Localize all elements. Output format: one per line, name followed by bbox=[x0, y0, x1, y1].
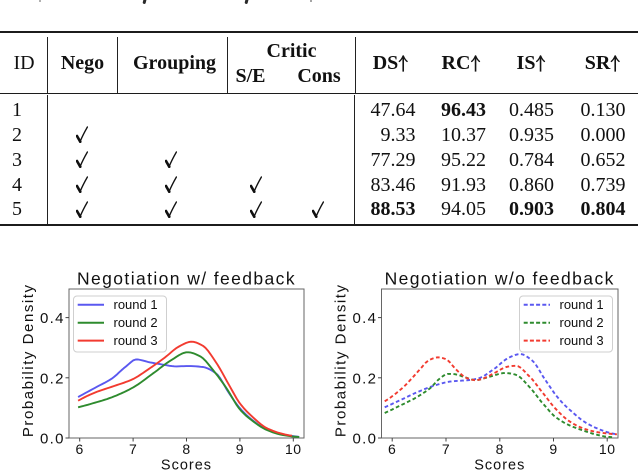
svg-text:round 2: round 2 bbox=[560, 315, 604, 330]
svg-text:round 3: round 3 bbox=[114, 333, 158, 348]
svg-text:0.4: 0.4 bbox=[353, 310, 378, 327]
svg-text:6: 6 bbox=[76, 441, 84, 457]
svg-text:10: 10 bbox=[599, 441, 616, 457]
svg-text:8: 8 bbox=[496, 441, 504, 457]
svg-text:7: 7 bbox=[129, 441, 137, 457]
svg-text:round 2: round 2 bbox=[114, 315, 158, 330]
svg-text:round 3: round 3 bbox=[560, 333, 604, 348]
svg-text:Scores: Scores bbox=[474, 458, 525, 473]
svg-text:0.0: 0.0 bbox=[353, 431, 378, 448]
svg-text:Probability Density: Probability Density bbox=[20, 283, 37, 437]
svg-text:Scores: Scores bbox=[161, 458, 212, 473]
svg-text:0.4: 0.4 bbox=[40, 310, 65, 327]
svg-text:0.2: 0.2 bbox=[40, 370, 65, 387]
svg-text:Negotiation w/ feedback: Negotiation w/ feedback bbox=[77, 269, 296, 289]
svg-text:8: 8 bbox=[182, 441, 190, 457]
svg-text:9: 9 bbox=[236, 441, 244, 457]
svg-text:9: 9 bbox=[549, 441, 557, 457]
svg-text:Probability Density: Probability Density bbox=[333, 283, 350, 437]
svg-text:round 1: round 1 bbox=[560, 297, 604, 312]
svg-text:7: 7 bbox=[442, 441, 450, 457]
svg-text:0.2: 0.2 bbox=[353, 370, 378, 387]
svg-text:6: 6 bbox=[388, 441, 396, 457]
svg-text:Negotiation w/o feedback: Negotiation w/o feedback bbox=[385, 269, 615, 289]
svg-text:round 1: round 1 bbox=[114, 297, 158, 312]
svg-text:10: 10 bbox=[285, 441, 302, 457]
svg-text:0.0: 0.0 bbox=[40, 431, 65, 448]
